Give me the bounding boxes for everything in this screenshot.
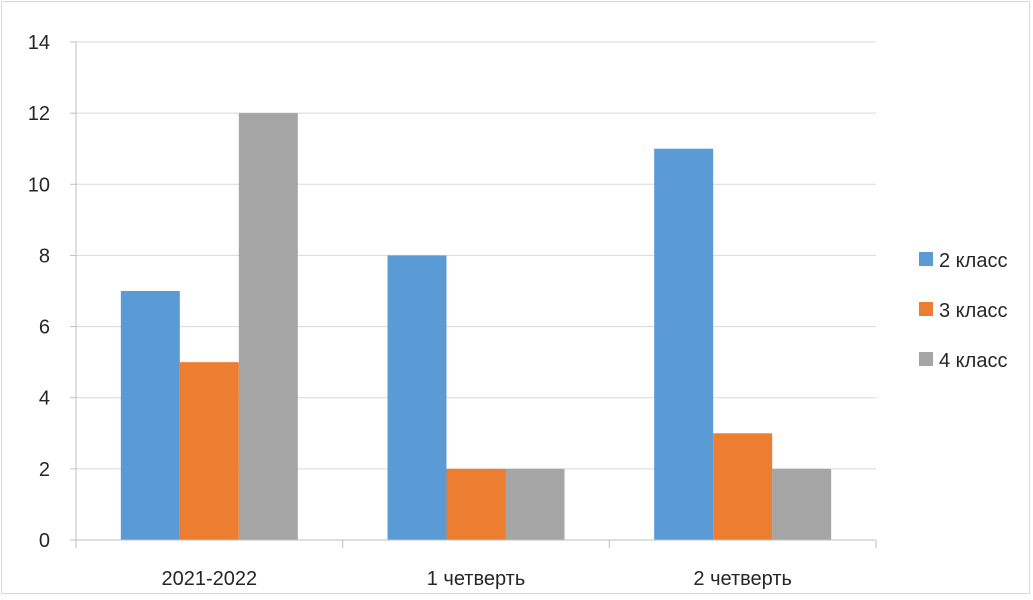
legend-label: 4 класс (939, 350, 1007, 372)
legend: 2 класс 3 класс 4 класс (919, 250, 1007, 372)
axes (70, 41, 877, 548)
legend-swatch (919, 302, 933, 316)
bar (654, 148, 714, 540)
x-tick-label: 1 четверть (427, 568, 526, 590)
bar (120, 291, 180, 540)
y-tick-label: 6 (39, 317, 50, 339)
bar (713, 433, 773, 540)
y-tick-label: 0 (39, 530, 50, 552)
x-tick-label: 2 четверть (693, 568, 792, 590)
x-tick-label: 2021-2022 (162, 568, 258, 590)
x-tick-labels: 2021-2022 1 четверть 2 четверть (162, 568, 792, 590)
bars (120, 113, 832, 541)
bar (179, 362, 239, 540)
legend-swatch (919, 252, 933, 266)
y-tick-label: 12 (28, 103, 50, 125)
legend-label: 3 класс (939, 300, 1007, 322)
legend-swatch (919, 352, 933, 366)
y-tick-label: 14 (28, 32, 50, 54)
bar (772, 468, 832, 540)
y-tick-label: 4 (39, 388, 50, 410)
bar (387, 255, 447, 540)
bar (446, 468, 506, 540)
y-tick-label: 2 (39, 459, 50, 481)
y-tick-label: 10 (28, 174, 50, 196)
bar (238, 113, 298, 541)
y-tick-label: 8 (39, 245, 50, 267)
y-tick-labels: 0 2 4 6 8 10 12 14 (28, 32, 50, 552)
bar (505, 468, 565, 540)
legend-label: 2 класс (939, 250, 1007, 272)
